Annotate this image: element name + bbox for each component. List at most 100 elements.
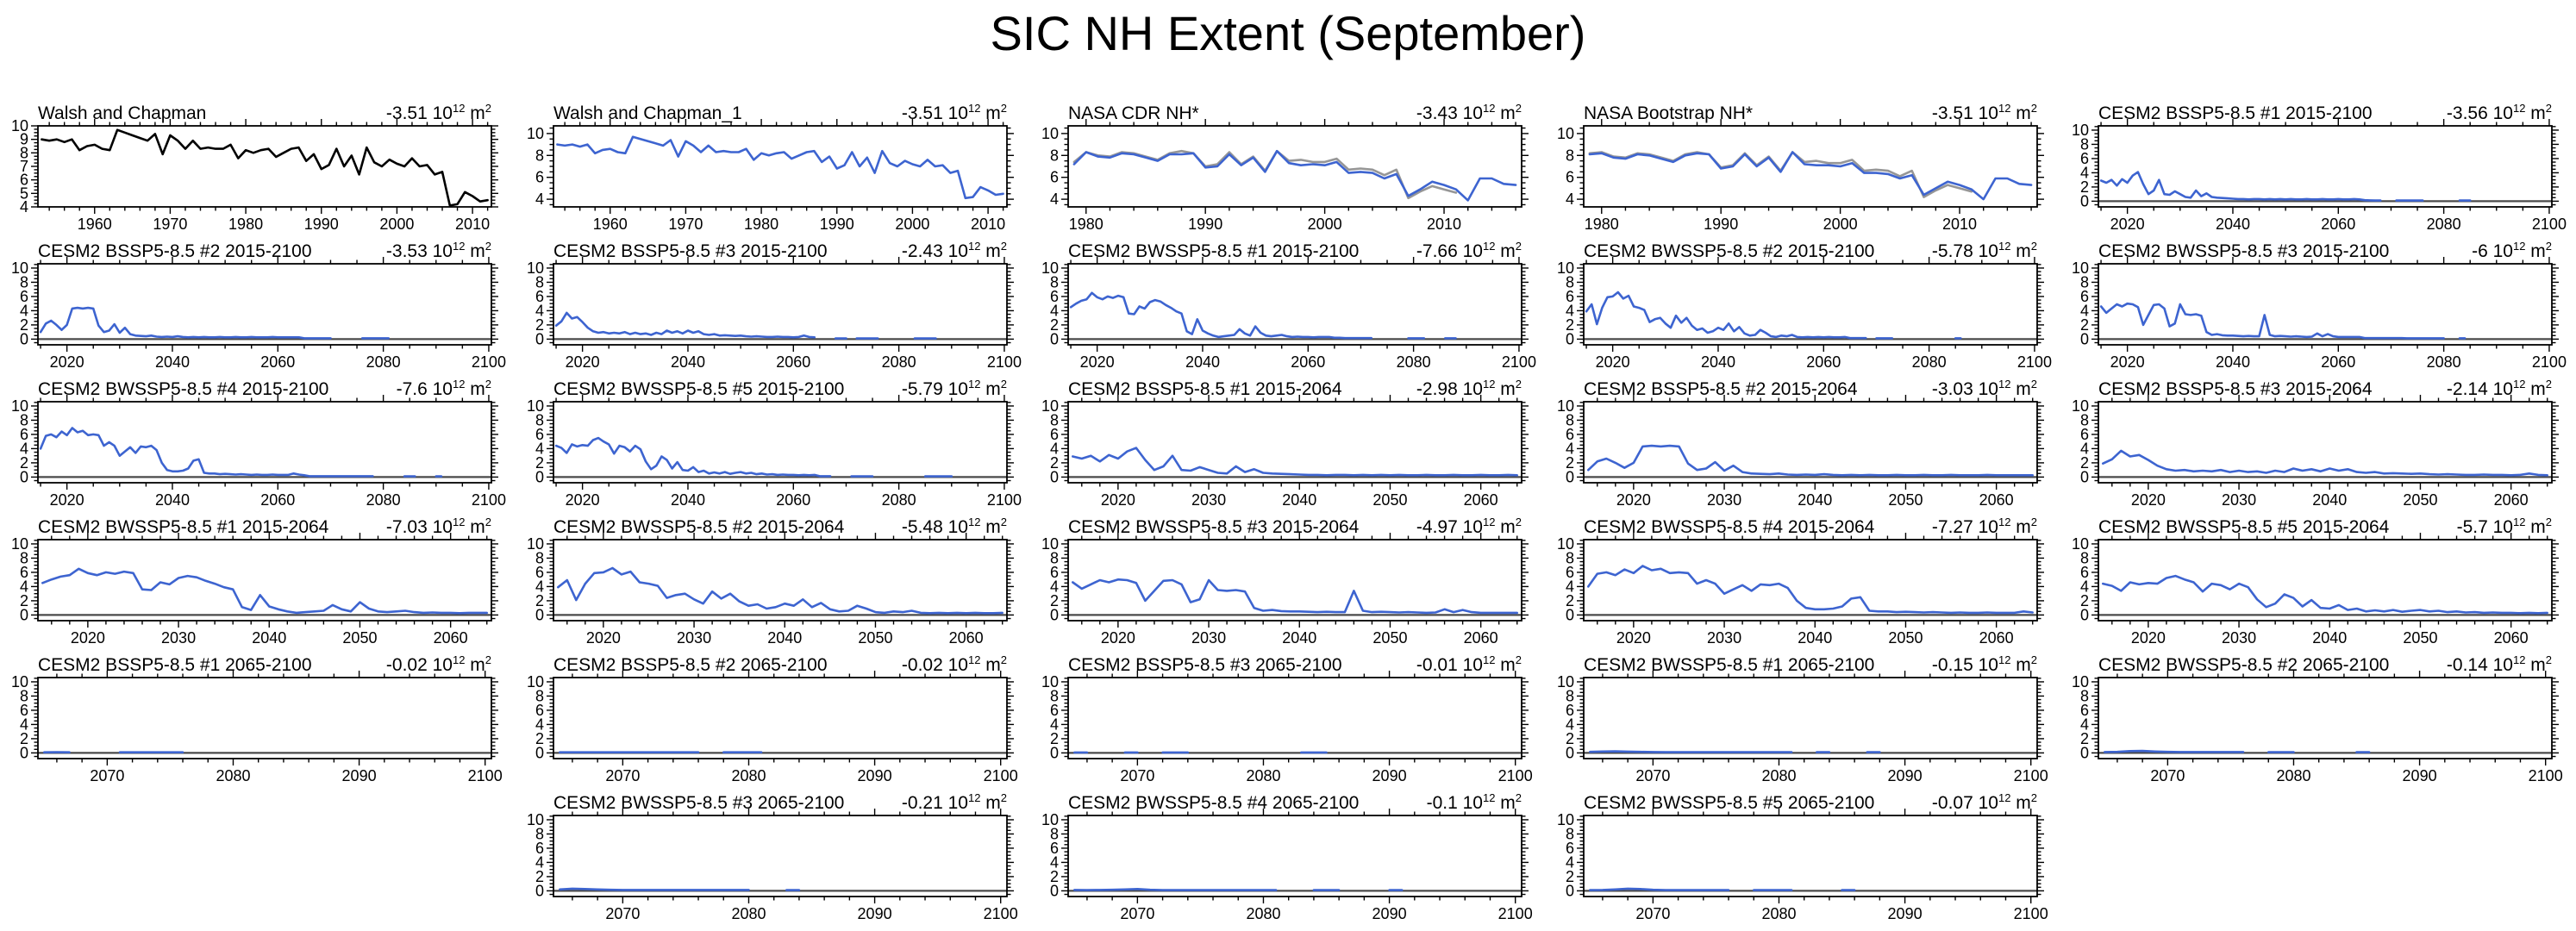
y-tick-label: 4 xyxy=(2080,440,2089,457)
y-tick-label: 10 xyxy=(1041,397,1059,415)
y-tick-label: 2 xyxy=(2080,592,2089,609)
x-tick-label: 2040 xyxy=(252,629,286,647)
plot-box xyxy=(1067,677,1522,759)
y-tick-label: 10 xyxy=(2072,535,2089,553)
y-tick-label: 4 xyxy=(1050,578,1059,595)
y-tick-label: 10 xyxy=(1556,397,1573,415)
x-tick-label: 2040 xyxy=(2216,216,2250,233)
x-tick-label: 2050 xyxy=(1888,491,1923,509)
x-tick-label: 2060 xyxy=(1464,491,1498,509)
plot-box xyxy=(37,539,492,622)
y-tick-label: 4 xyxy=(1050,191,1059,208)
x-tick-label: 2060 xyxy=(2321,216,2355,233)
series-line-blue xyxy=(41,567,488,615)
panel-trend-value: -0.07 1012 m2 xyxy=(1931,791,2036,813)
panel-b2_64: CESM2 BSSP5-8.5 #2 2015-2064 -3.03 1012 m… xyxy=(1547,378,2061,513)
plot-box xyxy=(37,263,492,346)
y-tick-label: 10 xyxy=(1556,259,1573,277)
panel-canvas-bw4_64: CESM2 BWSSP5-8.5 #4 2015-2064 -7.27 1012 … xyxy=(1556,515,2044,647)
x-tick-label: 1960 xyxy=(592,216,627,233)
x-tick-label: 2100 xyxy=(986,491,1021,509)
panel-canvas-bw1_00: CESM2 BWSSP5-8.5 #1 2015-2100 -7.66 1012 … xyxy=(1041,240,1536,371)
plot-box xyxy=(552,677,1008,759)
y-tick-label: 10 xyxy=(1041,259,1059,277)
y-tick-label: 6 xyxy=(2080,150,2089,167)
panel-title: NASA CDR NH* xyxy=(1068,103,1199,123)
plot-box xyxy=(1067,401,1522,484)
x-tick-label: 2030 xyxy=(161,629,196,647)
plot-box xyxy=(1582,815,2038,897)
panel-trend-value: -3.03 1012 m2 xyxy=(1931,378,2036,399)
x-tick-label: 2020 xyxy=(1595,353,1629,371)
y-tick-label: 0 xyxy=(1565,606,1573,623)
x-tick-label: 2080 xyxy=(216,767,250,784)
plot-box xyxy=(552,815,1008,897)
y-tick-label: 6 xyxy=(535,840,543,857)
plot-box xyxy=(1582,263,2038,346)
x-tick-label: 2100 xyxy=(2532,216,2567,233)
x-tick-label: 2100 xyxy=(983,905,1017,922)
x-tick-label: 1970 xyxy=(668,216,703,233)
y-tick-label: 6 xyxy=(535,169,543,186)
series-line-blue xyxy=(1072,149,1517,202)
panel-title: CESM2 BWSSP5-8.5 #1 2015-2064 xyxy=(38,517,329,537)
panel-trend-value: -7.6 1012 m2 xyxy=(397,378,491,399)
page-title: SIC NH Extent (September) xyxy=(990,6,1586,60)
x-tick-label: 2030 xyxy=(1707,491,1741,509)
x-tick-label: 2080 xyxy=(1397,353,1431,371)
y-tick-label: 8 xyxy=(1565,825,1573,842)
panel-trend-value: -0.01 1012 m2 xyxy=(1416,653,1522,675)
y-tick-label: 0 xyxy=(535,882,543,899)
y-tick-label: 4 xyxy=(535,853,543,871)
x-tick-label: 2080 xyxy=(881,491,916,509)
y-tick-label: 0 xyxy=(20,468,28,485)
y-tick-label: 6 xyxy=(1565,169,1573,186)
y-tick-label: 4 xyxy=(535,578,543,595)
series-line-gray xyxy=(1588,151,1973,198)
panel-walsh1: Walsh and Chapman_1 -3.51 1012 m2 1960 1970… xyxy=(517,102,1031,237)
y-tick-label: 4 xyxy=(1050,440,1059,457)
x-tick-label: 2020 xyxy=(1080,353,1115,371)
x-tick-label: 2020 xyxy=(1616,491,1650,509)
panel-canvas-bw5_64: CESM2 BWSSP5-8.5 #5 2015-2064 -5.7 1012 m… xyxy=(2072,515,2559,647)
x-tick-label: 2100 xyxy=(1498,905,1533,922)
y-tick-label: 10 xyxy=(1041,673,1059,690)
y-tick-label: 10 xyxy=(526,125,543,142)
panel-trend-value: -7.66 1012 m2 xyxy=(1416,240,1522,261)
series-line-blue xyxy=(39,427,443,478)
panel-b2_65: CESM2 BSSP5-8.5 #2 2065-2100 -0.02 1012 m… xyxy=(517,653,1031,789)
y-tick-label: 8 xyxy=(1565,411,1573,428)
x-tick-label: 1990 xyxy=(819,216,853,233)
x-tick-label: 2000 xyxy=(1308,216,1342,233)
y-tick-label: 2 xyxy=(20,592,28,609)
y-tick-label: 0 xyxy=(535,744,543,761)
panel-canvas-bw3_64: CESM2 BWSSP5-8.5 #3 2015-2064 -4.97 1012 … xyxy=(1041,515,1529,647)
panel-trend-value: -2.14 1012 m2 xyxy=(2447,378,2552,399)
panel-bw3_00: CESM2 BWSSP5-8.5 #3 2015-2100 -6 1012 m2 2… xyxy=(2062,240,2576,375)
plot-box xyxy=(2098,677,2553,759)
y-tick-label: 8 xyxy=(20,273,28,291)
x-tick-label: 2100 xyxy=(472,353,506,371)
y-tick-label: 4 xyxy=(2080,302,2089,319)
y-tick-label: 8 xyxy=(1565,273,1573,291)
panel-canvas-b3_00: CESM2 BSSP5-8.5 #3 2015-2100 -2.43 1012 m… xyxy=(526,240,1021,371)
x-tick-label: 2000 xyxy=(895,216,929,233)
y-tick-label: 4 xyxy=(1050,715,1059,733)
panel-title: CESM2 BSSP5-8.5 #1 2015-2100 xyxy=(2098,103,2373,123)
y-tick-label: 0 xyxy=(2080,468,2089,485)
y-tick-label: 10 xyxy=(11,117,28,134)
y-tick-label: 0 xyxy=(535,330,543,347)
x-tick-label: 2020 xyxy=(71,629,105,647)
y-tick-label: 4 xyxy=(20,198,28,216)
panel-trend-value: -2.43 1012 m2 xyxy=(901,240,1006,261)
y-tick-label: 0 xyxy=(1565,468,1573,485)
panel-title: CESM2 BWSSP5-8.5 #4 2015-2100 xyxy=(38,379,328,399)
y-tick-label: 10 xyxy=(11,535,28,553)
x-tick-label: 2040 xyxy=(2216,353,2250,371)
x-tick-label: 2070 xyxy=(605,767,640,784)
x-tick-label: 2020 xyxy=(2131,629,2166,647)
x-tick-label: 2050 xyxy=(858,629,892,647)
panel-bw4_65: CESM2 BWSSP5-8.5 #4 2065-2100 -0.1 1012 m… xyxy=(1032,791,1546,927)
panel-title: CESM2 BWSSP5-8.5 #4 2065-2100 xyxy=(1068,793,1359,813)
x-tick-label: 1980 xyxy=(1069,216,1104,233)
